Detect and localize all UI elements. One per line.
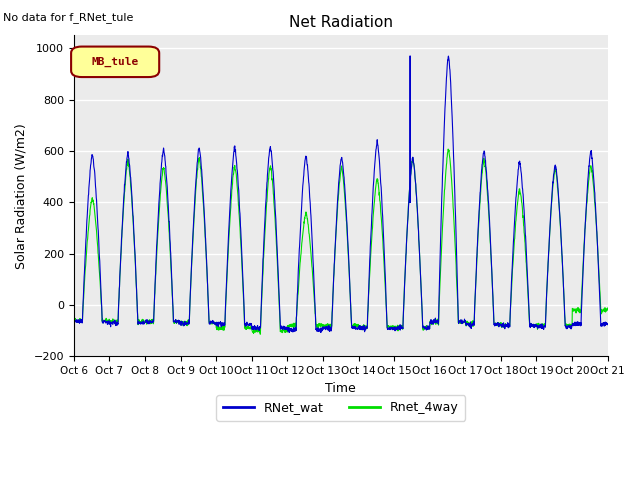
RNet_wat [496,322,504,328]
Text: No data for f_RNet_tule: No data for f_RNet_tule [3,12,134,23]
RNet_wat [557,233,564,239]
RNet_wat [219,323,227,328]
RNet_wat [356,324,364,330]
Line: RNet_wat: RNet_wat [74,56,608,333]
X-axis label: Time: Time [325,382,356,395]
RNet_wat [368,213,376,218]
Rnet_4way [444,146,452,152]
RNet_wat [406,53,414,59]
Rnet_4way [496,324,504,329]
RNet_wat [572,321,580,326]
Rnet_4way [70,315,77,321]
Rnet_4way [604,305,612,311]
Rnet_4way [257,331,264,337]
FancyBboxPatch shape [71,47,159,77]
Legend: RNet_wat, Rnet_4way: RNet_wat, Rnet_4way [216,395,465,420]
Y-axis label: Solar Radiation (W/m2): Solar Radiation (W/m2) [15,123,28,269]
Title: Net Radiation: Net Radiation [289,15,393,30]
Line: Rnet_4way: Rnet_4way [74,149,608,334]
Text: MB_tule: MB_tule [92,57,138,67]
RNet_wat [317,330,324,336]
Rnet_4way [219,325,227,331]
RNet_wat [604,322,612,327]
Rnet_4way [572,308,580,314]
RNet_wat [70,317,77,323]
Rnet_4way [356,323,364,329]
Rnet_4way [557,233,564,239]
Rnet_4way [368,234,376,240]
